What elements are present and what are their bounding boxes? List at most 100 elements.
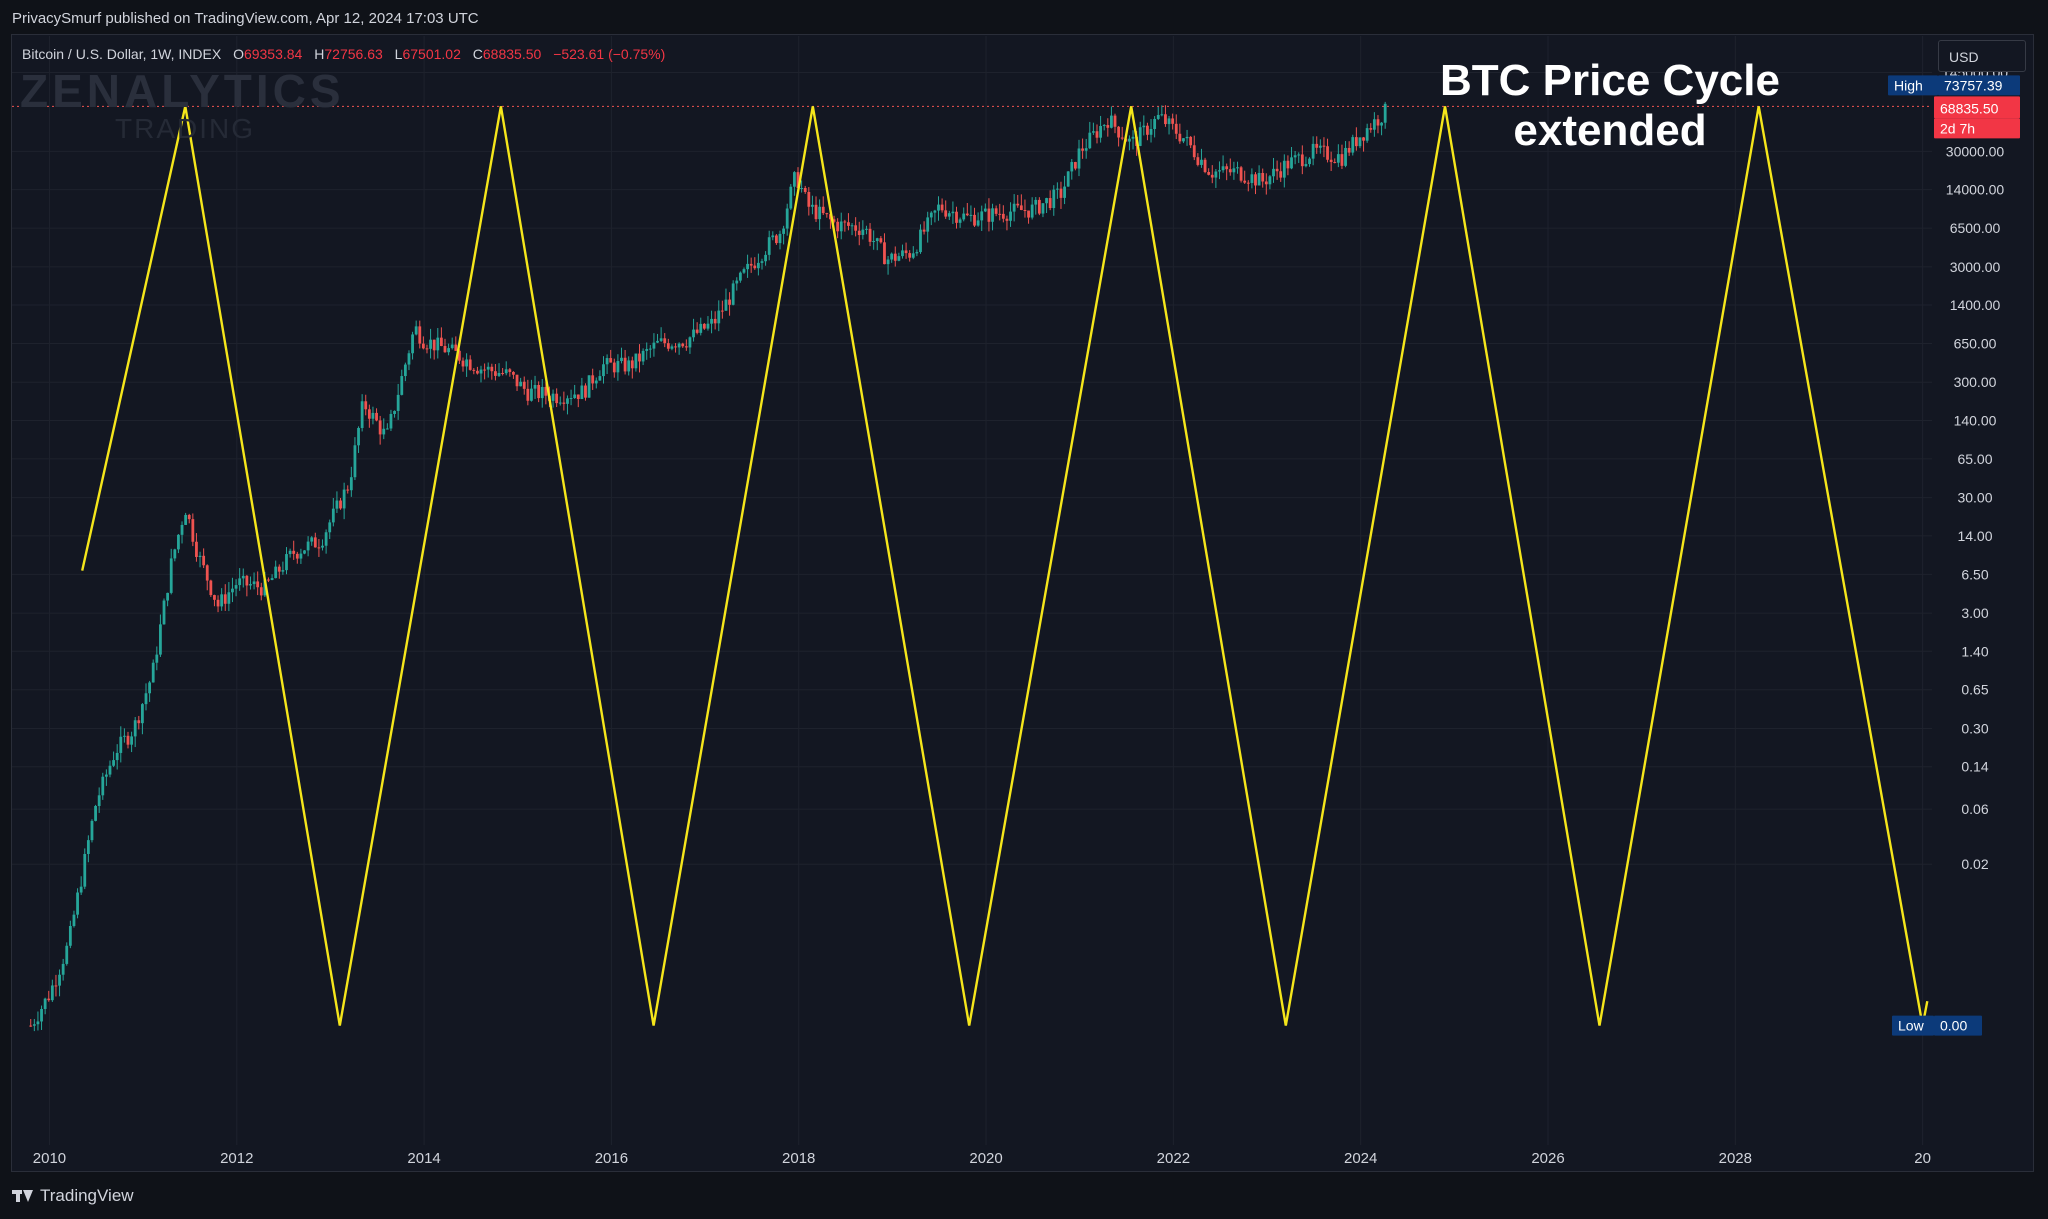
candle-body [580,385,584,400]
x-tick-label: 2020 [969,1150,1002,1167]
candle-body [519,381,523,387]
candle-body [973,214,976,226]
candle-body [1041,203,1045,214]
currency-button[interactable]: USD [1938,40,2026,72]
candle-body [1369,128,1373,130]
candle-body [1037,199,1041,214]
candle-body [746,263,749,270]
candle-body [328,522,332,533]
candle-body [1290,157,1293,169]
low-label-tag-bg [1892,1015,1934,1036]
candle-body [555,393,559,404]
candle-body [1293,155,1297,158]
candle-body [173,549,177,559]
candle-body [645,349,649,351]
candle-body [447,348,450,353]
symbol-name: Bitcoin / U.S. Dollar, 1W, INDEX [22,46,222,62]
candle-body [1203,159,1207,173]
candle-body [526,388,530,401]
x-tick-label: 2010 [33,1150,66,1167]
y-tick-label: 3.00 [1961,605,1988,621]
candle-body [1106,125,1110,128]
y-tick-label: 30.00 [1957,490,1992,506]
candle-body [1192,145,1196,158]
candle-body [965,213,969,216]
candle-body [1372,119,1376,130]
tradingview-logo[interactable]: TradingView [12,1186,134,1206]
candle-body [1171,118,1175,124]
candle-body [126,735,130,745]
candle-body [43,998,47,1009]
candle-body [558,402,562,404]
candle-body [50,985,54,1001]
candle-body [65,945,69,964]
candle-body [908,253,912,258]
candle-body [919,229,922,253]
candle-body [699,323,703,333]
candle-body [1232,168,1236,173]
candle-body [886,259,890,265]
y-tick-label: 14.00 [1957,528,1992,544]
candle-body [811,204,814,207]
candle-body [353,445,357,478]
candle-body [1326,146,1329,160]
x-tick-label: 2012 [220,1150,253,1167]
candle-body [249,584,252,586]
candle-body [1322,145,1326,147]
candle-body [472,369,476,371]
candle-body [998,213,1002,215]
candle-body [512,371,515,375]
candle-body [299,553,303,559]
candle-body [1153,118,1157,129]
candle-body [681,343,685,347]
high-value-tag: 73757.39 [1944,77,2003,93]
cycle-line [81,106,1929,1026]
candle-body [223,594,227,604]
candle-body [216,599,220,607]
candle-body [753,265,757,269]
close-value: 68835.50 [482,46,542,62]
candle-body [789,186,793,209]
candle-body [29,1025,33,1027]
candle-body [465,359,469,367]
last-price-tag: 68835.50 [1940,100,1999,116]
candle-body [728,299,731,305]
candle-body [879,238,883,243]
candle-body [1275,168,1279,172]
candle-body [1156,114,1160,119]
candle-body [562,402,566,404]
top-bar: PrivacySmurf published on TradingView.co… [0,0,2048,38]
candle-body [1329,159,1333,163]
grid [12,36,1932,1145]
candle-body [1207,172,1211,175]
candle-body [764,254,767,262]
candle-body [1362,137,1365,141]
candle-body [1113,115,1117,127]
candle-body [1344,147,1347,166]
candle-body [1268,176,1272,185]
candle-body [962,213,966,220]
y-tick-label: 300.00 [1954,374,1997,390]
candle-body [839,221,843,232]
candle-body [1264,181,1268,185]
candles [29,101,1387,1032]
candle-body [807,191,811,207]
candle-body [724,299,728,311]
candle-body [1128,138,1131,142]
candle-body [785,208,789,229]
candle-body [79,886,83,893]
candle-body [97,795,101,806]
y-tick-label: 6.50 [1961,566,1988,582]
candle-body [1272,168,1275,177]
candle-body [836,221,840,232]
candle-body [324,532,328,546]
candle-body [47,998,51,1001]
candle-body [1261,172,1265,182]
candle-body [897,256,901,261]
candle-body [1081,148,1084,151]
high-label-tag-bg [1888,75,1938,96]
candle-body [267,579,270,581]
candle-body [187,514,191,520]
chart-title-line-1: BTC Price Cycle [1440,56,1780,105]
